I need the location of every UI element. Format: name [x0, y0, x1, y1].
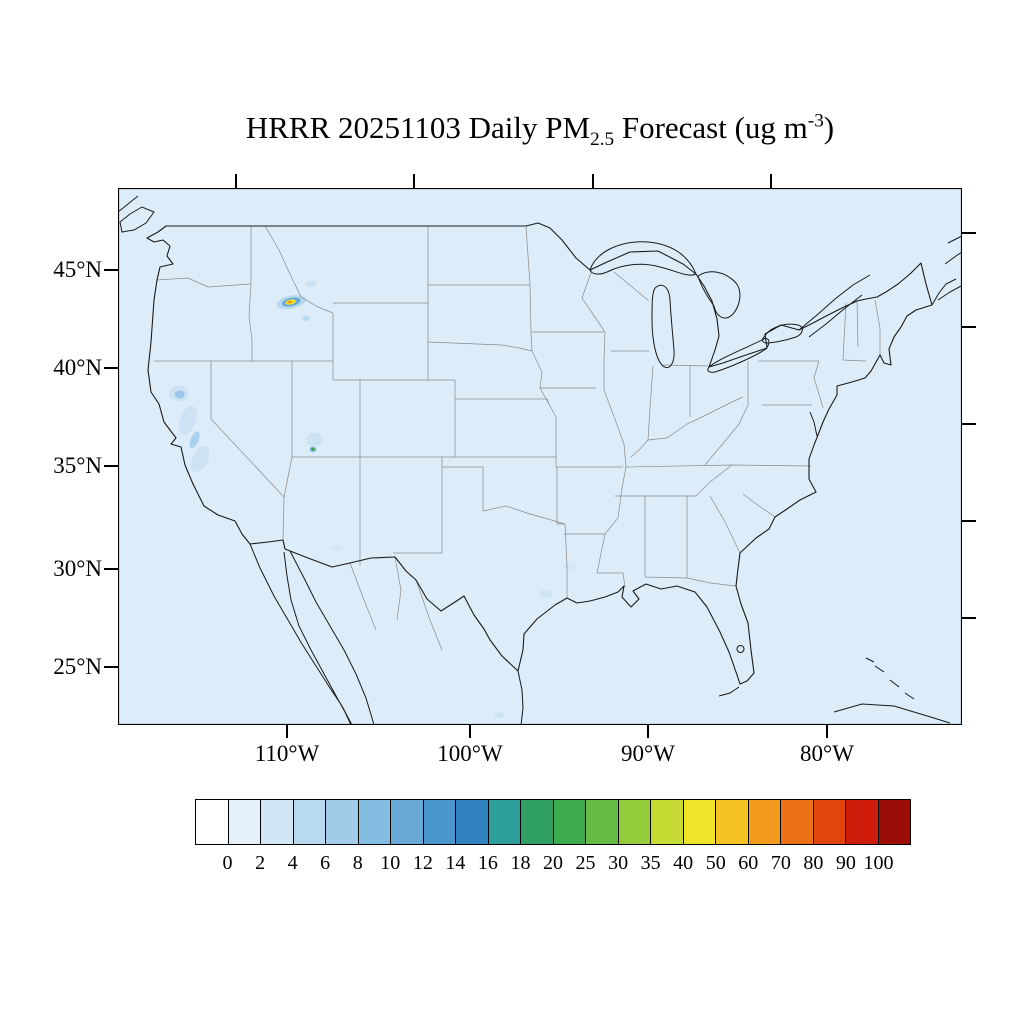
pm25-patch-idaho-montana-border	[302, 316, 311, 321]
colorbar-segment	[650, 800, 683, 844]
lat-tick-label-25n: 25°N	[53, 654, 102, 679]
pm25-patch-northeast-mexico	[494, 711, 505, 718]
plot-border	[118, 188, 962, 725]
colorbar-tick-label: 16	[477, 852, 498, 874]
title-text-mid: Forecast (ug m	[614, 110, 808, 145]
colorbar-tick-label: 40	[673, 852, 694, 874]
colorbar	[195, 799, 911, 845]
state-borders	[154, 225, 881, 651]
axis-tick-right	[962, 520, 976, 522]
lat-tick-label-35n: 35°N	[53, 453, 102, 478]
colorbar-segment	[877, 800, 910, 844]
lat-tick-label-40n: 40°N	[53, 355, 102, 380]
lon-tick-label-110w: 110°W	[254, 741, 320, 766]
pm25-concentration-patches	[169, 280, 577, 718]
axis-tick-top	[592, 174, 594, 188]
title-text-end: )	[823, 110, 835, 145]
axis-tick-top	[413, 174, 415, 188]
axis-tick-right	[962, 326, 976, 328]
colorbar-tick-label: 25	[575, 852, 596, 874]
canada-mexico-coast-outline	[118, 195, 962, 725]
axis-tick-left	[104, 465, 118, 467]
colorbar-tick-label: 2	[255, 852, 266, 874]
axis-tick-top	[235, 174, 237, 188]
axis-tick-bottom	[647, 725, 649, 738]
colorbar-segment	[715, 800, 748, 844]
colorbar-tick-label: 90	[835, 852, 856, 874]
colorbar-segment	[390, 800, 423, 844]
pm25-patch-southwest-montana	[305, 280, 318, 288]
axis-tick-right	[962, 232, 976, 234]
colorbar-tick-label: 70	[770, 852, 791, 874]
colorbar-tick-label: 30	[608, 852, 629, 874]
colorbar-tick-label: 0	[222, 852, 233, 874]
pm25-patch-southern-utah-core	[311, 447, 315, 451]
colorbar-segment	[196, 800, 228, 844]
colorbar-segment	[487, 800, 520, 844]
colorbar-segment	[227, 800, 260, 844]
axis-tick-right	[962, 617, 976, 619]
title-superscript: -3	[807, 110, 824, 132]
pm25-patch-northern-california-core	[174, 390, 185, 399]
lat-tick-label-45n: 45°N	[53, 257, 102, 282]
colorbar-segment	[325, 800, 358, 844]
pm25-patch-texas-gulf-coast	[538, 589, 553, 598]
axis-tick-left	[104, 568, 118, 570]
colorbar-segment	[292, 800, 325, 844]
lon-tick-label-80w: 80°W	[800, 741, 854, 766]
colorbar-segment	[780, 800, 813, 844]
colorbar-tick-label: 6	[320, 852, 331, 874]
pm25-patch-central-valley-core	[189, 431, 200, 449]
colorbar-tick-label: 18	[510, 852, 531, 874]
colorbar-tick-label: 10	[380, 852, 401, 874]
axis-tick-left	[104, 666, 118, 668]
title-text: HRRR 20251103 Daily PM	[245, 110, 591, 145]
axis-tick-right	[962, 423, 976, 425]
pm25-patch-southern-arizona	[330, 543, 343, 551]
colorbar-segment	[617, 800, 650, 844]
colorbar-segment	[455, 800, 488, 844]
colorbar-segment	[747, 800, 780, 844]
colorbar-tick-label: 50	[705, 852, 726, 874]
lon-tick-label-100w: 100°W	[437, 741, 503, 766]
pm25-patch-sacramento-valley	[178, 406, 197, 435]
pm25-patch-san-joaquin-valley	[190, 445, 210, 472]
title-subscript: 2.5	[590, 129, 615, 151]
colorbar-tick-label: 60	[738, 852, 759, 874]
colorbar-segment	[422, 800, 455, 844]
colorbar-segment	[552, 800, 585, 844]
axis-tick-left	[104, 269, 118, 271]
colorbar-segment	[585, 800, 618, 844]
colorbar-tick-label: 100	[863, 852, 894, 874]
great-lakes-outline	[589, 241, 803, 373]
colorbar-tick-label: 8	[352, 852, 363, 874]
pm25-patch-central-idaho-plume-peak	[287, 300, 293, 304]
colorbar-tick-label: 80	[803, 852, 824, 874]
pm25-patch-western-louisiana	[564, 562, 577, 571]
colorbar-segment	[682, 800, 715, 844]
colorbar-segment	[260, 800, 293, 844]
axis-tick-bottom	[826, 725, 828, 738]
plot-title: HRRR 20251103 Daily PM2.5 Forecast (ug m…	[118, 110, 962, 151]
colorbar-tick-label: 14	[445, 852, 466, 874]
colorbar-tick-label: 12	[412, 852, 433, 874]
axis-tick-bottom	[286, 725, 288, 738]
colorbar-tick-label: 35	[640, 852, 661, 874]
axis-tick-left	[104, 367, 118, 369]
map-ocean-background	[118, 188, 962, 725]
colorbar-tick-label: 20	[543, 852, 563, 874]
colorbar-segment	[357, 800, 390, 844]
map-canvas	[118, 188, 962, 725]
colorbar-segment	[812, 800, 845, 844]
colorbar-tick-label: 4	[287, 852, 298, 874]
axis-tick-bottom	[469, 725, 471, 738]
colorbar-segment	[520, 800, 553, 844]
axis-tick-top	[770, 174, 772, 188]
lon-tick-label-90w: 90°W	[621, 741, 675, 766]
colorbar-segment	[845, 800, 878, 844]
lat-tick-label-30n: 30°N	[53, 556, 102, 581]
colorbar-labels: 0 2 4 6 8 10 12 14 16 18 20 25 30 35 40 50 60 70 80 90 100	[195, 852, 911, 878]
pm25-patch-southern-utah-outer	[306, 432, 323, 447]
